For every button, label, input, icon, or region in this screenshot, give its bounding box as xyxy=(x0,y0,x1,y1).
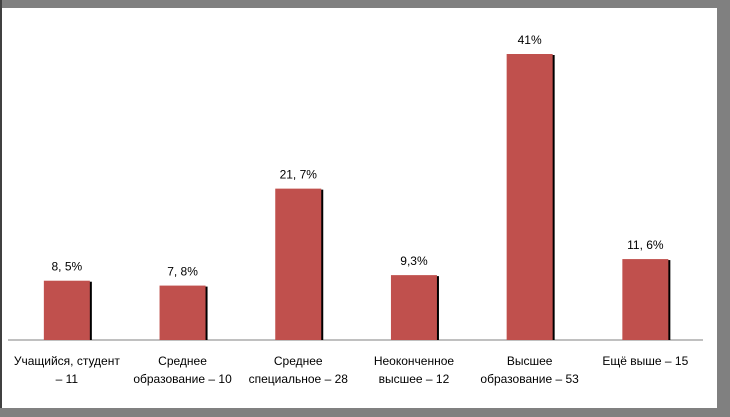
data-label: 9,3% xyxy=(400,254,428,268)
x-tick-label: Неоконченное высшее – 12 xyxy=(373,354,455,386)
bar xyxy=(159,285,206,340)
bar-shadow xyxy=(435,276,439,340)
frame-top xyxy=(0,0,730,8)
bar xyxy=(43,280,90,340)
bar xyxy=(622,259,669,340)
x-tick-label: Учащийся, студент – 11 xyxy=(13,354,120,386)
data-label: 7, 8% xyxy=(167,265,198,279)
bar-shadow xyxy=(204,286,208,340)
x-tick-label: Среднее специальное – 28 xyxy=(248,354,348,386)
x-tick-label: Высшее образование – 53 xyxy=(480,354,579,386)
bar xyxy=(506,54,553,340)
data-label: 41% xyxy=(518,33,542,47)
frame-right xyxy=(717,0,730,417)
frame-bottom xyxy=(0,408,730,417)
bar-shadow xyxy=(88,281,92,340)
data-label: 11, 6% xyxy=(627,238,664,252)
data-label: 21, 7% xyxy=(280,168,318,182)
frame-left xyxy=(0,0,2,417)
data-label: 8, 5% xyxy=(52,260,83,274)
bar-shadow xyxy=(667,260,671,340)
x-tick-label: Ещё выше – 15 xyxy=(602,354,689,368)
bar-shadow xyxy=(320,189,324,340)
x-tick-label: Среднее образование – 10 xyxy=(133,354,232,386)
bar-shadow xyxy=(551,55,555,340)
bar xyxy=(275,188,322,340)
bar xyxy=(390,275,437,340)
